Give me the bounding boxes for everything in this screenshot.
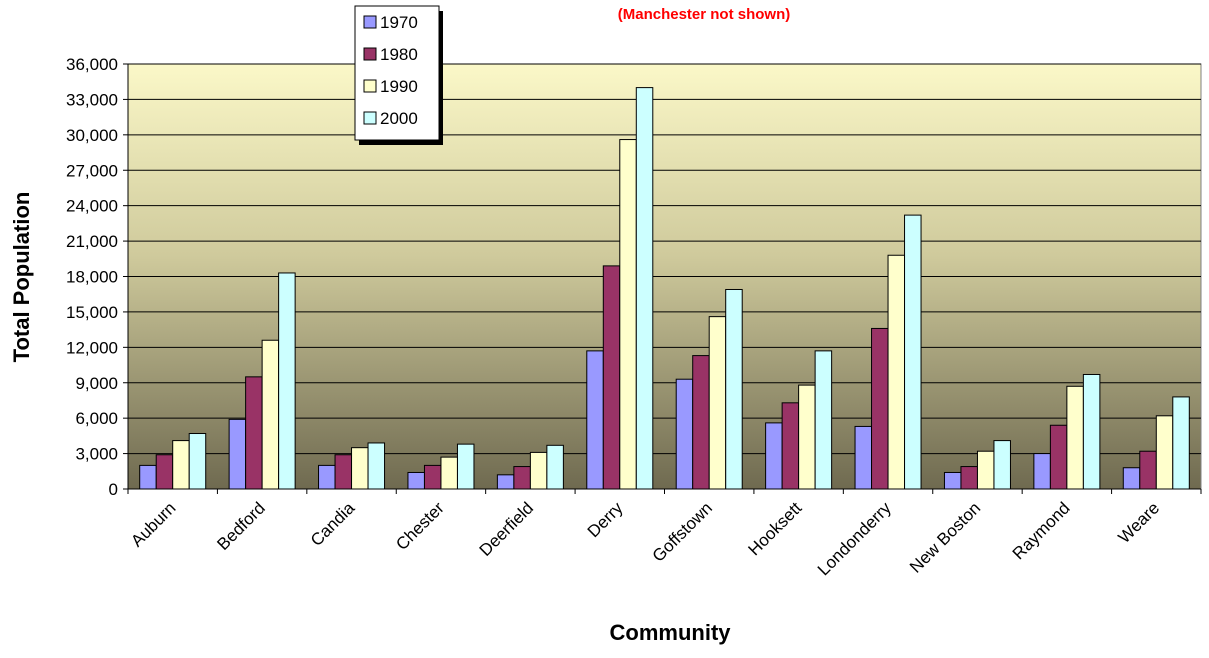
y-tick-label: 9,000 [75, 374, 118, 393]
bar-auburn-1990 [172, 440, 190, 490]
bar-deerfield-1990 [529, 451, 548, 490]
bar-candia-1990 [351, 447, 369, 490]
y-axis-title: Total Population [9, 192, 34, 363]
bar-derry-1970 [586, 350, 604, 490]
y-tick-label: 12,000 [66, 338, 118, 357]
bar-weare-1990 [1155, 415, 1174, 490]
bar-londonderry-1990 [887, 254, 906, 490]
bar-raymond-2000 [1082, 373, 1101, 490]
x-axis-title: Community [610, 620, 732, 645]
x-tick-label: Raymond [1009, 498, 1074, 563]
legend-label-1970: 1970 [380, 13, 418, 32]
bar-goffstown-1970 [675, 378, 694, 490]
y-tick-label: 0 [109, 480, 118, 499]
bar-derry-1980 [602, 265, 621, 490]
bar-hooksett-2000 [814, 350, 833, 490]
bar-raymond-1990 [1066, 385, 1084, 490]
bar-candia-1980 [334, 454, 353, 490]
bar-londonderry-1980 [871, 327, 889, 490]
x-tick-label: Chester [392, 498, 448, 554]
bar-goffstown-1990 [708, 316, 727, 490]
bar-chester-1970 [407, 471, 425, 490]
legend-label-1990: 1990 [380, 77, 418, 96]
bar-candia-2000 [367, 442, 386, 490]
x-tick-label: Weare [1114, 498, 1163, 547]
bar-londonderry-1970 [854, 425, 873, 490]
x-tick-label: Hooksett [745, 498, 806, 559]
bar-auburn-1970 [139, 464, 157, 490]
legend-swatch-1980 [363, 47, 377, 61]
x-tick-label: Londonderry [814, 498, 895, 579]
legend-swatch-1990 [363, 79, 377, 93]
bar-deerfield-1970 [496, 474, 515, 490]
legend-label-2000: 2000 [380, 109, 418, 128]
y-tick-label: 15,000 [66, 303, 118, 322]
bar-bedford-1990 [261, 339, 280, 490]
bar-bedford-2000 [278, 272, 296, 490]
legend-label-1980: 1980 [380, 45, 418, 64]
y-axis-ticks: 0 3,000 6,000 9,000 12,000 15,000 18,000 21,000… [66, 55, 128, 499]
bar-new-boston-1980 [960, 466, 978, 490]
bar-deerfield-2000 [546, 444, 564, 490]
bar-weare-2000 [1172, 396, 1190, 490]
y-tick-label: 18,000 [66, 268, 118, 287]
bar-auburn-1980 [155, 454, 174, 490]
y-tick-label: 3,000 [75, 445, 118, 464]
bar-weare-1980 [1139, 450, 1157, 490]
x-axis-ticks: Auburn Bedford Candia Chester Deerfield Derry… [127, 489, 1202, 579]
y-tick-label: 24,000 [66, 197, 118, 216]
bar-raymond-1970 [1033, 453, 1051, 490]
x-tick-label: Derry [584, 498, 627, 541]
y-tick-label: 21,000 [66, 232, 118, 251]
y-tick-label: 36,000 [66, 55, 118, 74]
bars [139, 87, 1190, 490]
bar-bedford-1970 [228, 418, 247, 490]
x-tick-label: Candia [307, 498, 359, 550]
bar-deerfield-1980 [513, 466, 531, 490]
bar-derry-2000 [635, 87, 654, 490]
bar-goffstown-1980 [692, 355, 710, 490]
bar-hooksett-1980 [781, 402, 800, 490]
bar-hooksett-1990 [798, 384, 816, 490]
bar-raymond-1980 [1049, 424, 1068, 490]
bar-chester-1980 [423, 464, 442, 490]
legend: 1970 1980 1990 2000 [354, 5, 443, 145]
bar-goffstown-2000 [725, 288, 743, 490]
x-tick-label: Deerfield [476, 498, 538, 560]
gridlines [128, 63, 1201, 455]
x-tick-label: New Boston [906, 498, 984, 576]
x-tick-label: Auburn [127, 498, 179, 550]
x-tick-label: Bedford [213, 498, 269, 554]
bar-hooksett-1970 [765, 422, 783, 490]
bar-candia-1970 [318, 464, 336, 490]
bar-auburn-2000 [188, 433, 207, 490]
y-tick-label: 33,000 [66, 90, 118, 109]
y-tick-label: 27,000 [66, 161, 118, 180]
bar-chester-1990 [440, 456, 458, 490]
bar-derry-1990 [619, 139, 637, 490]
legend-swatch-2000 [363, 111, 377, 125]
bar-weare-1970 [1122, 467, 1141, 490]
x-tick-label: Goffstown [649, 498, 716, 565]
bar-new-boston-1970 [943, 471, 962, 490]
chart-subtitle: (Manchester not shown) [618, 6, 791, 23]
bar-chester-2000 [456, 443, 475, 490]
bar-new-boston-2000 [993, 440, 1011, 490]
legend-swatch-1970 [363, 15, 377, 29]
bar-new-boston-1990 [976, 450, 995, 490]
bar-londonderry-2000 [904, 214, 922, 490]
y-tick-label: 30,000 [66, 126, 118, 145]
bar-bedford-1980 [245, 376, 263, 490]
y-tick-label: 6,000 [75, 409, 118, 428]
